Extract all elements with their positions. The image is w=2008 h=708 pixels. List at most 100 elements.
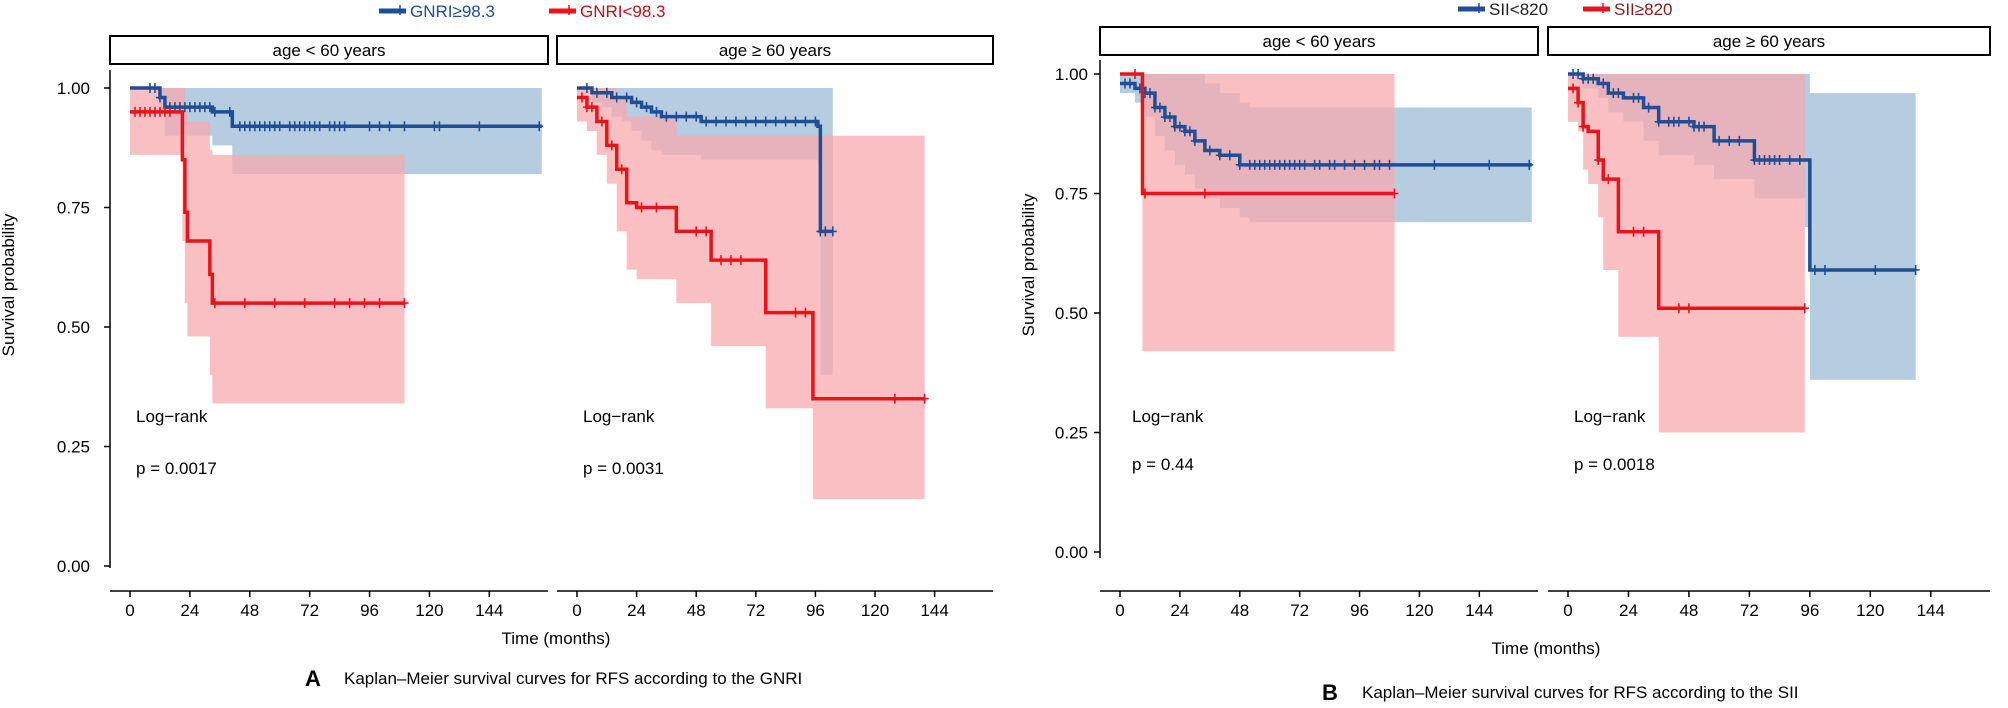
- x-tick-label-b-2-0: 0: [1563, 601, 1572, 620]
- censor-mark-b-2-red-1: [1574, 97, 1583, 108]
- censor-mark-a-2-red-14: [801, 307, 810, 318]
- x-tick-label-b-1-0: 0: [1115, 601, 1124, 620]
- strip-b-1-label: age < 60 years: [1263, 32, 1376, 51]
- facet-b-2: age ≥ 60 years Log−rank p = 0.0018 0 24 48…: [1547, 26, 1991, 620]
- censor-mark-a-2-blue-20: [781, 116, 790, 127]
- censor-mark-a-2-red-15: [890, 393, 899, 404]
- censor-mark-b-1-red-3: [1390, 188, 1399, 199]
- facet-b-1: age < 60 years Log−rank p = 0.44 0 24 48 72…: [1099, 26, 1539, 620]
- censor-mark-a-2-red-10: [717, 255, 726, 266]
- censor-mark-a-1-red-10: [270, 298, 279, 309]
- strip-b-2-label: age ≥ 60 years: [1713, 32, 1825, 51]
- censor-mark-b-1-blue-42: [1525, 159, 1534, 170]
- censor-mark-a-2-blue-8: [662, 111, 671, 122]
- censor-mark-b-2-red-6: [1639, 226, 1648, 237]
- censor-mark-a-2-blue-10: [682, 111, 691, 122]
- legend-b-item-1: SII<820: [1458, 0, 1548, 19]
- y-tick-label-a-1: 0.25: [57, 438, 90, 457]
- censor-mark-a-2-red-5: [617, 164, 626, 175]
- censor-mark-a-1-red-8: [210, 298, 219, 309]
- censor-mark-a-1-blue-29: [315, 121, 324, 132]
- censor-mark-a-2-red-6: [637, 202, 646, 213]
- x-tick-label-b-1-1: 24: [1170, 601, 1189, 620]
- censor-mark-b-2-blue-15: [1684, 116, 1693, 127]
- x-tick-label-a-1-3: 72: [300, 601, 319, 620]
- censor-mark-a-1-red-9: [240, 298, 249, 309]
- censor-mark-b-1-blue-41: [1485, 159, 1494, 170]
- x-tick-label-b-1-4: 96: [1350, 601, 1369, 620]
- y-tick-label-a-0: 0.00: [57, 557, 90, 576]
- legend-a-item-1: GNRI≥98.3: [379, 2, 495, 21]
- x-tick-label-a-1-6: 144: [475, 601, 503, 620]
- caption-b-text: Kaplan–Meier survival curves for RFS acc…: [1362, 683, 1799, 702]
- censor-mark-a-1-blue-22: [275, 121, 284, 132]
- censor-mark-a-1-blue-37: [400, 121, 409, 132]
- annotation-a-1-test: Log−rank: [136, 407, 208, 426]
- x-axis-a-title: Time (months): [502, 629, 611, 648]
- censor-mark-a-2-red-4: [607, 140, 616, 151]
- censor-mark-a-1-blue-34: [365, 121, 374, 132]
- x-tick-label-b-2-5: 120: [1856, 601, 1884, 620]
- ci-band-a-1-blue: [130, 88, 542, 175]
- x-tick-label-b-2-4: 96: [1800, 601, 1819, 620]
- censor-mark-b-1-blue-4: [1145, 88, 1154, 99]
- legend-a: GNRI≥98.3 GNRI<98.3: [379, 2, 666, 21]
- panel-b: SII<820 SII≥820 Survival probability 0.0…: [1019, 0, 1991, 705]
- censor-mark-b-1-blue-8: [1165, 112, 1174, 123]
- x-tick-label-a-2-5: 120: [861, 601, 889, 620]
- censor-mark-b-2-blue-11: [1654, 116, 1663, 127]
- legend-b-label-2: SII≥820: [1614, 0, 1672, 19]
- censor-mark-a-2-red-2: [587, 102, 596, 113]
- censor-mark-a-1-blue-35: [375, 121, 384, 132]
- censor-mark-b-2-blue-21: [1735, 135, 1744, 146]
- censor-mark-b-1-red-1: [1140, 188, 1149, 199]
- caption-a-text: Kaplan–Meier survival curves for RFS acc…: [344, 669, 802, 688]
- y-axis-a-title: Survival probability: [0, 213, 18, 356]
- censor-mark-a-1-red-16: [400, 298, 409, 309]
- censor-mark-b-1-red-0: [1130, 69, 1139, 79]
- facet-a-2: age ≥ 60 years Log−rank p = 0.0031 0 24 48…: [556, 35, 994, 620]
- y-axis-b: Survival probability 0.00 0.25 0.50 0.75 1.0…: [1019, 60, 1101, 562]
- censor-mark-b-1-blue-36: [1360, 159, 1369, 170]
- facet-a-1: age < 60 years Log−rank p = 0.0017 0 24 48…: [109, 35, 549, 620]
- censor-mark-a-2-blue-23: [811, 116, 820, 127]
- caption-b-letter: B: [1322, 680, 1338, 705]
- censor-mark-a-2-blue-1: [592, 87, 601, 98]
- legend-a-label-1: GNRI≥98.3: [410, 2, 495, 21]
- legend-b: SII<820 SII≥820: [1458, 0, 1672, 19]
- legend-b-label-1: SII<820: [1489, 0, 1548, 19]
- y-ticks-b: 0.00 0.25 0.50 0.75 1.00: [1055, 65, 1100, 562]
- censor-mark-a-1-blue-36: [385, 121, 394, 132]
- strip-b-2: [1547, 26, 1991, 56]
- x-tick-label-a-2-6: 144: [920, 601, 948, 620]
- x-tick-label-a-1-5: 120: [415, 601, 443, 620]
- censor-mark-b-2-blue-20: [1725, 135, 1734, 146]
- censor-mark-a-2-blue-0: [582, 83, 591, 93]
- ci-band-a-1-red: [130, 88, 405, 404]
- censor-mark-a-2-blue-11: [692, 111, 701, 122]
- censor-mark-a-1-blue-1: [150, 83, 159, 93]
- y-ticks-a: 0.00 0.25 0.50 0.75 1.00: [57, 79, 110, 576]
- censor-mark-b-1-blue-33: [1330, 159, 1339, 170]
- strip-a-2-label: age ≥ 60 years: [719, 41, 831, 60]
- x-tick-label-b-2-3: 72: [1740, 601, 1759, 620]
- censor-mark-b-2-blue-9: [1634, 92, 1643, 103]
- annotation-a-2-test: Log−rank: [583, 407, 655, 426]
- caption-a-letter: A: [305, 666, 321, 691]
- x-tick-label-b-2-6: 144: [1917, 601, 1945, 620]
- censor-mark-a-2-red-11: [726, 255, 735, 266]
- censor-mark-a-2-red-7: [652, 202, 661, 213]
- ci-band-b-2-blue: [1568, 74, 1916, 380]
- x-tick-label-b-2-1: 24: [1619, 601, 1638, 620]
- censor-mark-a-2-red-13: [791, 307, 800, 318]
- censor-mark-b-2-blue-5: [1599, 78, 1608, 89]
- y-axis-a: Survival probability 0.00 0.25 0.50 0.75 1.0…: [0, 70, 111, 576]
- censor-mark-a-2-red-16: [920, 393, 929, 404]
- ci-band-b-1-red: [1120, 74, 1395, 352]
- x-tick-label-b-1-2: 48: [1230, 601, 1249, 620]
- censor-mark-b-1-blue-34: [1340, 159, 1349, 170]
- censor-mark-a-2-blue-9: [672, 111, 681, 122]
- x-tick-label-a-2-4: 96: [806, 601, 825, 620]
- y-tick-label-b-3: 0.75: [1055, 185, 1088, 204]
